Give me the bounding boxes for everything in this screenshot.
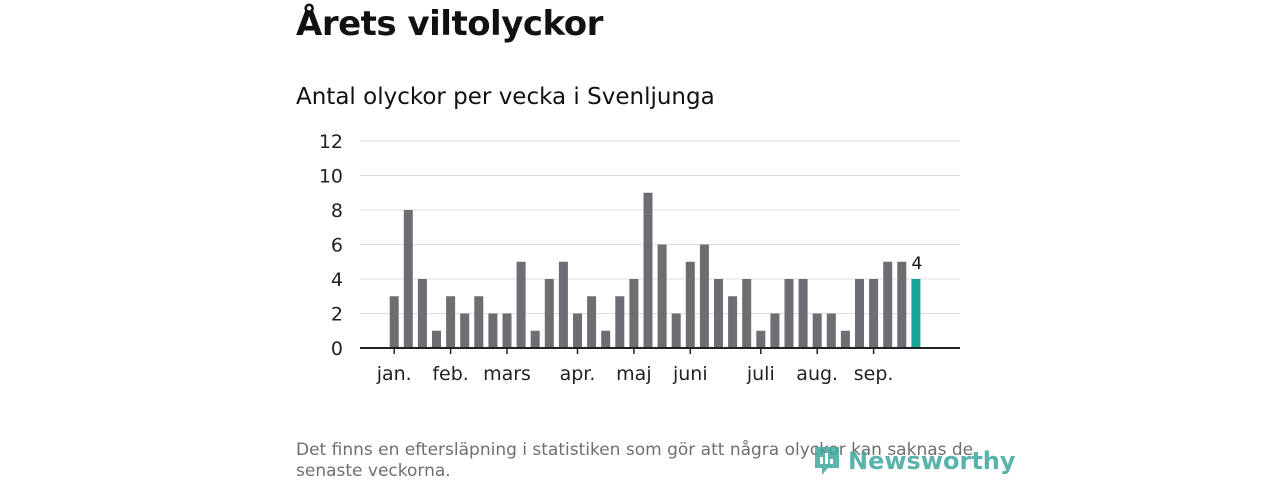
y-tick-label: 2 (331, 304, 343, 326)
bar (784, 279, 794, 348)
bar (615, 296, 625, 348)
bar (460, 313, 470, 348)
x-tick-label: maj (616, 363, 651, 385)
y-tick-label: 12 (319, 131, 343, 153)
bar (530, 330, 540, 348)
bar (699, 244, 709, 348)
bar (671, 313, 681, 348)
y-tick-label: 6 (331, 235, 343, 257)
bar (798, 279, 808, 348)
bar (432, 330, 441, 348)
bar-highlight (911, 279, 921, 348)
footnote: Det finns en eftersläpning i statistiken… (296, 440, 974, 481)
chart-subtitle: Antal olyckor per vecka i Svenljunga (296, 84, 715, 110)
bar (728, 296, 738, 348)
bar (742, 279, 752, 348)
y-tick-label: 10 (319, 166, 343, 188)
bar (855, 279, 864, 348)
bar (657, 244, 667, 348)
bar (389, 296, 399, 348)
bar (417, 279, 427, 348)
bar (601, 330, 611, 348)
bar (502, 313, 512, 348)
x-tick-label: apr. (560, 363, 596, 385)
bar (488, 313, 498, 348)
bar (544, 279, 554, 348)
bar (840, 330, 850, 348)
bar (869, 279, 879, 348)
newsworthy-logo-icon (815, 447, 839, 475)
logo-text: Newsworthy (848, 447, 1016, 475)
bar (446, 296, 456, 348)
x-tick-label: mars (483, 363, 531, 385)
bar (812, 313, 822, 348)
bar (643, 192, 653, 348)
y-tick-label: 4 (331, 269, 343, 291)
x-tick-label: jan. (376, 363, 412, 385)
bar (629, 279, 639, 348)
y-tick-label: 0 (331, 338, 343, 360)
bar (573, 313, 582, 348)
bar (474, 296, 484, 348)
x-tick-label: juni (672, 363, 708, 385)
bar (403, 210, 413, 348)
x-tick-label: aug. (796, 363, 838, 385)
bar (770, 313, 780, 348)
bar (883, 261, 893, 348)
bar (685, 261, 695, 348)
y-tick-label: 8 (331, 200, 343, 222)
bar (714, 279, 723, 348)
bar (587, 296, 597, 348)
x-tick-label: sep. (854, 363, 894, 385)
bar (897, 261, 907, 348)
bar (558, 261, 568, 348)
bar (826, 313, 836, 348)
bar (756, 330, 766, 348)
bar (516, 261, 526, 348)
x-tick-label: juli (746, 363, 775, 385)
x-tick-label: feb. (432, 363, 468, 385)
chart-title: Årets viltolyckor (296, 4, 603, 44)
newsworthy-logo: Newsworthy (814, 446, 1016, 476)
bar-value-label: 4 (911, 254, 922, 274)
